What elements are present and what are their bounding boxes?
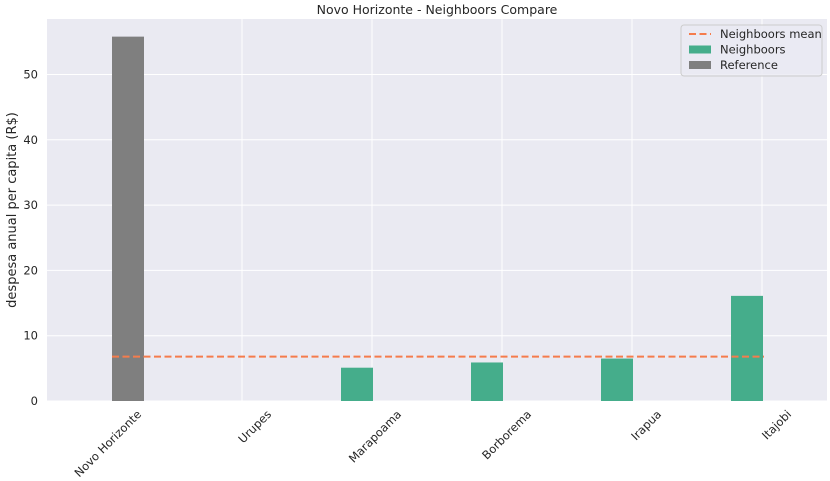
y-tick-label: 50 bbox=[23, 68, 38, 82]
y-axis-label: despesa anual per capita (R$) bbox=[5, 112, 20, 308]
bar-neighboors bbox=[471, 362, 503, 401]
x-tick-label: Novo Horizonte bbox=[72, 407, 145, 480]
x-tick-label: Urupes bbox=[235, 407, 274, 446]
y-tick-labels: 0 10 20 30 40 50 bbox=[23, 68, 38, 408]
bar-reference bbox=[112, 36, 144, 401]
x-tick-label: Borborema bbox=[479, 407, 534, 462]
legend-label: Reference bbox=[720, 58, 778, 72]
bar-neighboors bbox=[601, 358, 633, 401]
x-tick-label: Itajobi bbox=[759, 407, 794, 442]
bar-neighboors bbox=[341, 367, 373, 401]
legend-label: Neighboors mean bbox=[720, 27, 822, 41]
x-tick-labels: Novo Horizonte Urupes Marapoama Borborema Ir… bbox=[72, 407, 795, 480]
y-tick-label: 40 bbox=[23, 133, 38, 147]
bars-group bbox=[112, 36, 763, 401]
x-tick-label: Irapua bbox=[628, 407, 664, 443]
legend-label: Neighboors bbox=[720, 43, 786, 57]
y-tick-label: 0 bbox=[31, 394, 38, 408]
legend-box bbox=[680, 24, 823, 77]
bar-neighboors bbox=[731, 295, 763, 401]
legend-swatch bbox=[689, 61, 711, 69]
chart-title: Novo Horizonte - Neighboors Compare bbox=[317, 2, 558, 17]
y-tick-label: 30 bbox=[23, 198, 38, 212]
legend-swatch bbox=[689, 45, 711, 54]
y-tick-label: 20 bbox=[23, 263, 38, 277]
plot-background bbox=[47, 19, 827, 401]
y-tick-label: 10 bbox=[23, 329, 38, 343]
x-tick-label: Marapoama bbox=[346, 407, 404, 465]
